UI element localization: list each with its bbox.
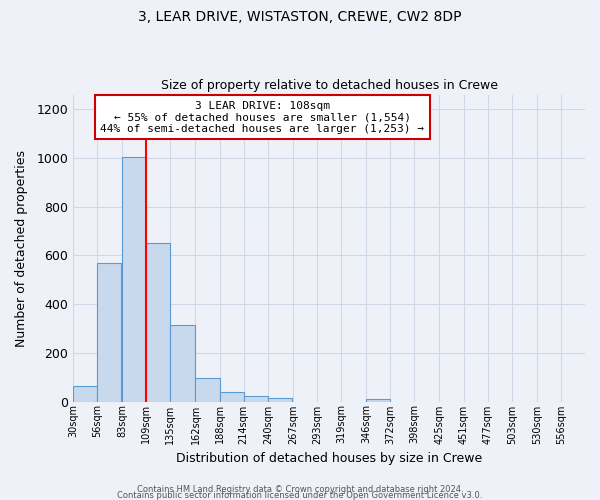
Bar bbox=[170, 325, 194, 402]
Text: Contains HM Land Registry data © Crown copyright and database right 2024.: Contains HM Land Registry data © Crown c… bbox=[137, 485, 463, 494]
Y-axis label: Number of detached properties: Number of detached properties bbox=[15, 150, 28, 346]
Text: 3, LEAR DRIVE, WISTASTON, CREWE, CW2 8DP: 3, LEAR DRIVE, WISTASTON, CREWE, CW2 8DP bbox=[138, 10, 462, 24]
X-axis label: Distribution of detached houses by size in Crewe: Distribution of detached houses by size … bbox=[176, 452, 482, 465]
Bar bbox=[146, 243, 170, 402]
Text: Contains public sector information licensed under the Open Government Licence v3: Contains public sector information licen… bbox=[118, 491, 482, 500]
Bar bbox=[73, 386, 97, 402]
Bar bbox=[268, 398, 292, 402]
Title: Size of property relative to detached houses in Crewe: Size of property relative to detached ho… bbox=[161, 79, 497, 92]
Bar bbox=[366, 399, 390, 402]
Bar bbox=[244, 396, 268, 402]
Bar bbox=[196, 378, 220, 402]
Bar bbox=[97, 262, 121, 402]
Bar bbox=[220, 392, 244, 402]
Text: 3 LEAR DRIVE: 108sqm
← 55% of detached houses are smaller (1,554)
44% of semi-de: 3 LEAR DRIVE: 108sqm ← 55% of detached h… bbox=[100, 100, 424, 134]
Bar bbox=[122, 156, 146, 402]
